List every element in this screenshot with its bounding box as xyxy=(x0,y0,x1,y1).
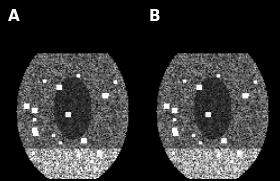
Text: B: B xyxy=(148,9,160,24)
Text: A: A xyxy=(8,9,20,24)
